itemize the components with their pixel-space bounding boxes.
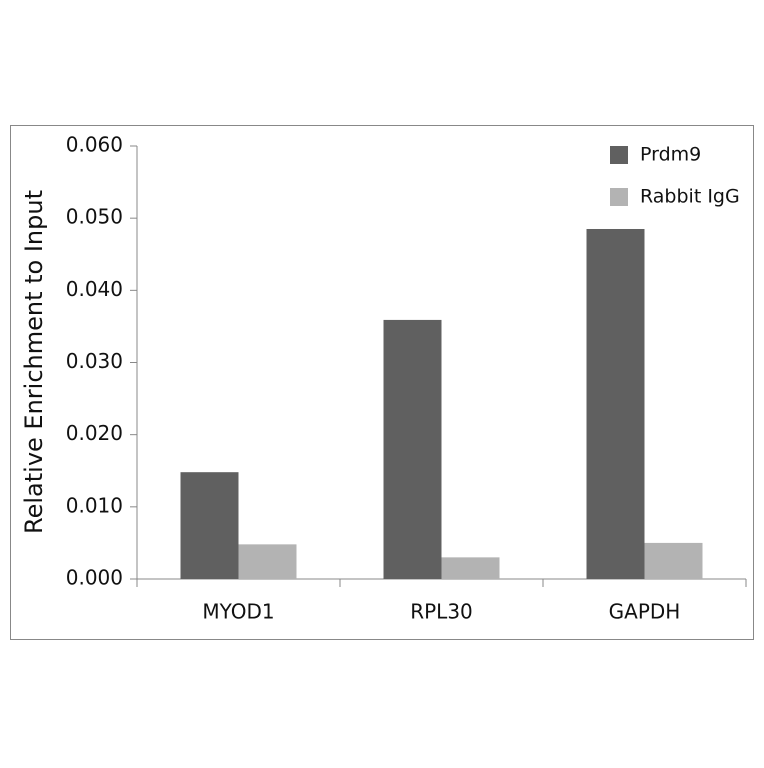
y-tick-label: 0.010 bbox=[66, 493, 123, 517]
y-tick-label: 0.020 bbox=[66, 421, 123, 445]
x-tick-label: RPL30 bbox=[410, 600, 473, 624]
bar bbox=[238, 544, 297, 579]
x-tick-label: MYOD1 bbox=[202, 600, 274, 624]
y-tick-label: 0.030 bbox=[66, 349, 123, 373]
y-axis-title: Relative Enrichment to Input bbox=[20, 190, 48, 534]
y-tick-label: 0.060 bbox=[66, 133, 123, 157]
y-tick-label: 0.050 bbox=[66, 205, 123, 229]
y-tick-label: 0.000 bbox=[66, 566, 123, 590]
bar bbox=[441, 557, 500, 579]
y-tick-label: 0.040 bbox=[66, 277, 123, 301]
legend-label: Prdm9 bbox=[640, 144, 701, 166]
legend-swatch bbox=[610, 188, 628, 206]
bar bbox=[383, 319, 442, 579]
legend-swatch bbox=[610, 146, 628, 164]
bar bbox=[180, 472, 239, 579]
bar bbox=[644, 542, 703, 579]
bar bbox=[586, 228, 645, 579]
legend-label: Rabbit IgG bbox=[640, 186, 740, 208]
x-tick-label: GAPDH bbox=[609, 600, 681, 624]
